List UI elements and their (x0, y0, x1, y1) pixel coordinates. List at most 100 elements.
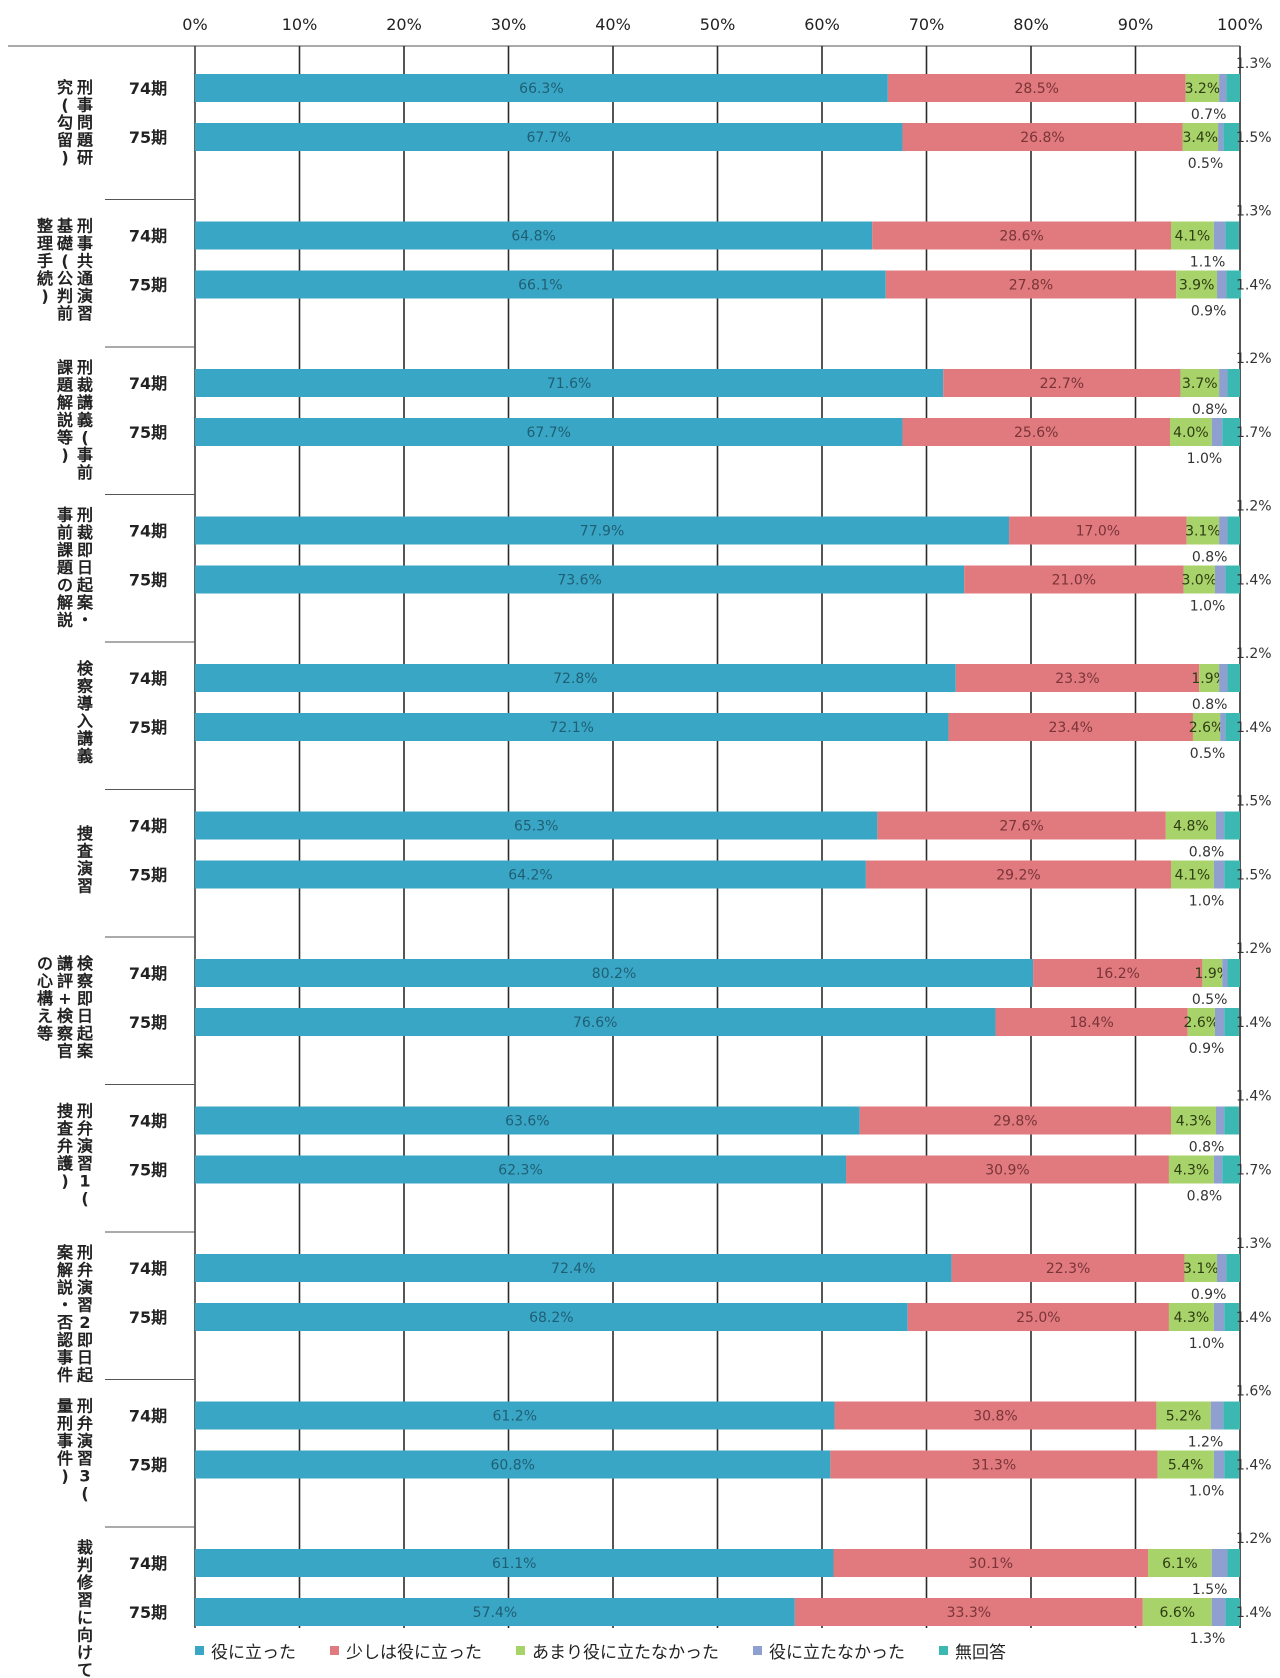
data-label: 61.1% (492, 1556, 536, 1572)
legend-label: 役に立った (211, 1643, 296, 1663)
bar-segment (1186, 516, 1220, 545)
category-label-char: 事 (57, 506, 73, 525)
bar-segment (1211, 1598, 1226, 1626)
x-tick-label: 100% (1217, 15, 1263, 34)
bar-segment (1183, 565, 1215, 594)
data-label: 1.4% (1236, 1089, 1272, 1105)
data-label: 0.7% (1191, 107, 1227, 123)
category-label-char: 心 (37, 972, 53, 991)
data-label: 4.1% (1175, 868, 1211, 884)
bar-segment (951, 1254, 1185, 1282)
term-label: 75期 (129, 866, 167, 885)
bar-segment (195, 516, 1010, 545)
term-label: 75期 (129, 1161, 167, 1180)
bar-segment (1226, 74, 1240, 102)
data-label: 73.6% (557, 573, 601, 589)
category-label-char: 刑 (77, 358, 93, 377)
data-label: 77.9% (580, 524, 624, 540)
category-label-char: 説 (57, 411, 73, 430)
data-label: 0.9% (1189, 1041, 1225, 1057)
bar-segment (833, 1549, 1149, 1577)
bar-segment (1213, 860, 1225, 889)
data-label: 18.4% (1069, 1015, 1113, 1031)
category-label-char: 事 (57, 1348, 73, 1367)
data-label: 72.1% (549, 720, 593, 736)
legend-item: 無回答 (939, 1638, 1006, 1663)
bar-segment (195, 1450, 831, 1479)
category-label-char: 量 (57, 1397, 73, 1416)
bar-segment (830, 1450, 1158, 1479)
bar-segment (859, 1106, 1172, 1135)
data-label: 1.1% (1190, 255, 1226, 271)
data-label: 28.5% (1015, 81, 1059, 97)
bar-segment (1220, 713, 1226, 741)
category-label-char: 講 (77, 729, 93, 748)
category-label-char: 義 (77, 747, 93, 766)
category-label-char: 件 (57, 1449, 73, 1468)
bar-segment (195, 1106, 860, 1135)
data-label: 66.1% (518, 278, 562, 294)
x-tick-label: 90% (1118, 15, 1154, 34)
category-label-char: 解 (57, 593, 73, 612)
x-tick-label: 30% (491, 15, 527, 34)
data-label: 5.4% (1168, 1458, 1204, 1474)
bar-segment (1215, 811, 1225, 840)
category-label-char: 認 (57, 1331, 73, 1350)
category-label-char: 共 (77, 252, 93, 271)
category-label-char: 護 (57, 1154, 74, 1173)
bar-segment (1033, 959, 1203, 987)
data-label: 4.3% (1176, 1114, 1212, 1130)
term-label: 74期 (129, 1407, 167, 1426)
category-label-char: 弁 (77, 1414, 93, 1433)
bar-segment (195, 811, 878, 840)
category-label-char: 即 (77, 989, 93, 1008)
data-label: 0.9% (1191, 1287, 1227, 1303)
bar-segment (1199, 664, 1220, 692)
category-label-char: ( (81, 1484, 88, 1503)
bar-segment (1213, 1155, 1223, 1184)
data-label: 1.4% (1236, 1015, 1272, 1031)
data-label: 66.3% (519, 81, 563, 97)
bar-segment (1213, 1303, 1225, 1331)
data-label: 6.1% (1162, 1556, 1198, 1572)
category-label-char: 題 (57, 376, 74, 395)
category-label-char: 察 (76, 972, 94, 991)
category-label-char: 弁 (77, 1261, 93, 1280)
data-label: 1.2% (1236, 941, 1272, 957)
category-label-char: え (37, 1007, 53, 1026)
term-label: 74期 (129, 1554, 167, 1573)
data-label: 6.6% (1160, 1605, 1196, 1621)
data-label: 23.4% (1048, 720, 1092, 736)
category-label-char: ・ (57, 1296, 73, 1315)
category-label-char: 課 (57, 358, 74, 377)
category-label-char: 起 (76, 576, 94, 595)
bar-segment (1225, 1598, 1240, 1626)
data-label: 1.0% (1187, 451, 1223, 467)
data-label: 0.5% (1192, 992, 1228, 1008)
bar-segment (1214, 565, 1226, 594)
category-label-char: 公 (57, 269, 73, 288)
bar-segment (1227, 516, 1240, 545)
category-label-char: 即 (77, 1331, 93, 1350)
data-label: 3.1% (1183, 1261, 1219, 1277)
legend-item: 役に立った (195, 1638, 296, 1663)
category-label-char: 講 (57, 954, 73, 973)
bar-segment (1142, 1598, 1212, 1626)
data-label: 22.3% (1046, 1261, 1090, 1277)
data-label: 5.2% (1166, 1409, 1202, 1425)
data-label: 1.6% (1236, 1384, 1272, 1400)
category-label-char: 刑 (77, 78, 93, 97)
category-label-char: 習 (77, 304, 93, 323)
term-label: 75期 (129, 276, 167, 295)
category-label-char: 起 (76, 1366, 94, 1385)
data-label: 4.8% (1173, 819, 1209, 835)
data-label: 33.3% (947, 1605, 991, 1621)
data-label: 57.4% (473, 1605, 517, 1621)
data-label: 29.8% (993, 1114, 1037, 1130)
legend-item: 役に立たなかった (753, 1638, 905, 1663)
term-label: 74期 (129, 522, 167, 541)
data-label: 67.7% (526, 130, 570, 146)
bar-segment (1211, 418, 1223, 446)
bar-segment (1168, 1303, 1214, 1331)
data-label: 1.5% (1192, 1582, 1228, 1598)
